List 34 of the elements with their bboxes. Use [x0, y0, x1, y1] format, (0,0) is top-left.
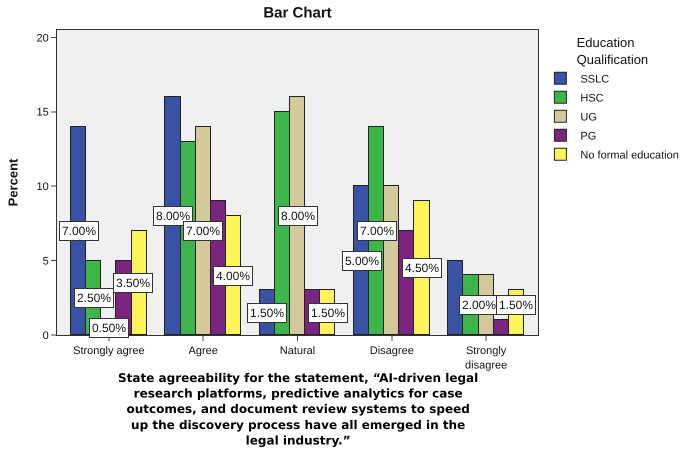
legend-label: PG: [580, 130, 596, 143]
x-tick-label: Agree: [188, 345, 218, 358]
y-axis-title: Percent: [6, 158, 20, 206]
legend-label: HSC: [580, 92, 604, 105]
x-axis-title: State agreeability for the statement, “AI-driven legal research platforms, predictive analytics for case outcomes, and document review systems to speed up the discovery process have all emerged in the legal industry.”: [118, 371, 478, 448]
y-tick-label: 15: [36, 106, 49, 119]
x-tick-label: Natural: [280, 345, 316, 358]
annotation: 8.00%: [281, 209, 316, 223]
x-tick-label: Strongly disagree: [465, 345, 508, 372]
annotation: 5.00%: [345, 254, 380, 268]
y-tick-label: 20: [36, 32, 49, 44]
y-tick-label: 5: [42, 255, 49, 268]
y-tick-label: 10: [36, 181, 49, 194]
annotation: 0.50%: [92, 321, 126, 335]
annotation: 7.00%: [360, 224, 394, 238]
annotation: 4.50%: [405, 261, 440, 275]
annotation: 1.50%: [311, 306, 346, 320]
annotation: 3.50%: [116, 276, 150, 290]
chart-title: Bar Chart: [263, 4, 332, 22]
legend-label: UG: [580, 112, 597, 124]
annotation: 1.50%: [499, 298, 534, 312]
x-tick-label: Strongly agree: [73, 345, 145, 358]
y-tick-label: 0: [42, 330, 49, 342]
annotation: 4.00%: [216, 269, 250, 283]
annotation: 8.00%: [156, 209, 190, 223]
annotation: 1.50%: [250, 306, 284, 320]
legend-label: SSLC: [580, 74, 610, 86]
legend-title: Education Qualification: [576, 34, 648, 67]
annotation: 7.00%: [186, 224, 220, 238]
x-tick-label: Disagree: [370, 345, 414, 358]
annotation: 2.50%: [77, 291, 112, 305]
legend-label: No formal education: [580, 150, 679, 162]
annotation: 7.00%: [62, 224, 96, 238]
annotation: 2.00%: [462, 298, 496, 312]
